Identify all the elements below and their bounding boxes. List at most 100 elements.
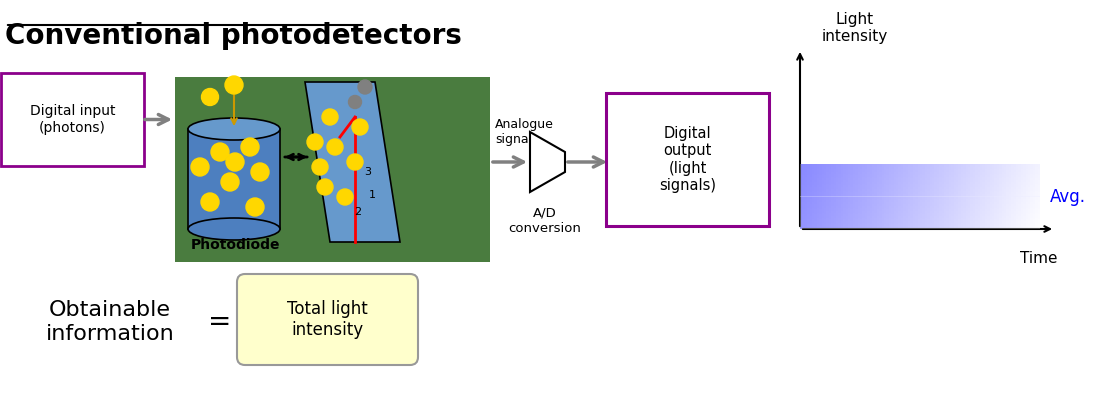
Bar [937,164,939,229]
Bar [862,164,865,229]
Bar [800,187,1040,188]
Bar [800,193,1040,194]
Bar [925,164,927,229]
Circle shape [201,88,219,106]
Bar [800,176,1040,177]
Bar [982,164,985,229]
Bar [800,214,1040,215]
Bar [836,164,838,229]
Text: Conventional photodetectors: Conventional photodetectors [6,22,462,50]
Text: =: = [208,308,232,336]
Ellipse shape [188,218,280,240]
Bar [966,164,968,229]
Circle shape [327,139,343,155]
Bar [800,210,1040,211]
Bar [800,222,1040,223]
Bar [800,170,1040,171]
Bar [976,164,978,229]
Bar [891,164,893,229]
Bar [889,164,891,229]
Ellipse shape [188,118,280,140]
FancyBboxPatch shape [236,274,418,365]
Bar [800,204,1040,205]
Bar [999,164,1002,229]
Bar [970,164,972,229]
Circle shape [201,193,219,211]
Bar [800,185,1040,186]
Polygon shape [530,132,565,192]
Bar [810,164,812,229]
Bar [870,164,872,229]
Bar [832,164,834,229]
Bar [1013,164,1016,229]
Bar [800,201,1040,202]
Bar [960,164,964,229]
Bar [802,164,805,229]
Bar [972,164,976,229]
Bar [1037,164,1040,229]
Bar [899,164,901,229]
Bar [911,164,913,229]
Circle shape [349,95,362,108]
Circle shape [346,154,363,170]
Bar [820,164,822,229]
Bar [852,164,855,229]
Bar [800,217,1040,218]
Bar [920,164,923,229]
Bar [980,164,982,229]
Bar [800,228,1040,229]
Bar [800,194,1040,195]
Bar [927,164,930,229]
FancyBboxPatch shape [606,93,769,226]
Bar [800,166,1040,167]
Bar [800,218,1040,219]
Bar [800,199,1040,200]
Bar [1011,164,1013,229]
Bar [944,164,946,229]
Bar [828,164,832,229]
Bar [1006,164,1009,229]
Bar [939,164,942,229]
Text: Avg.: Avg. [1050,188,1086,206]
Bar [800,174,1040,175]
Bar [800,179,1040,180]
Bar [860,164,862,229]
FancyBboxPatch shape [188,129,280,229]
Bar [800,220,1040,221]
Bar [997,164,999,229]
Bar [858,164,860,229]
Bar [800,219,1040,220]
Text: Obtainable
information: Obtainable information [45,300,175,344]
Circle shape [211,143,229,161]
Text: Photodiode: Photodiode [190,238,279,252]
Bar [800,189,1040,190]
Bar [855,164,858,229]
Bar [800,215,1040,216]
Bar [954,164,956,229]
Bar [800,173,1040,174]
Bar [800,224,1040,225]
Bar [990,164,992,229]
Bar [978,164,980,229]
Circle shape [226,153,244,171]
Bar [1002,164,1004,229]
FancyBboxPatch shape [175,77,490,262]
Bar [949,164,952,229]
Bar [800,164,802,229]
Bar [958,164,960,229]
Bar [800,178,1040,179]
Bar [956,164,958,229]
Bar [822,164,824,229]
Bar [850,164,853,229]
Bar [946,164,949,229]
Bar [840,164,844,229]
Text: Digital
output
(light
signals): Digital output (light signals) [659,126,716,193]
Circle shape [352,119,368,135]
Bar [800,205,1040,206]
Bar [901,164,903,229]
Bar [1009,164,1011,229]
Text: 3: 3 [364,167,372,177]
Bar [800,200,1040,201]
Bar [984,164,987,229]
Bar [881,164,884,229]
